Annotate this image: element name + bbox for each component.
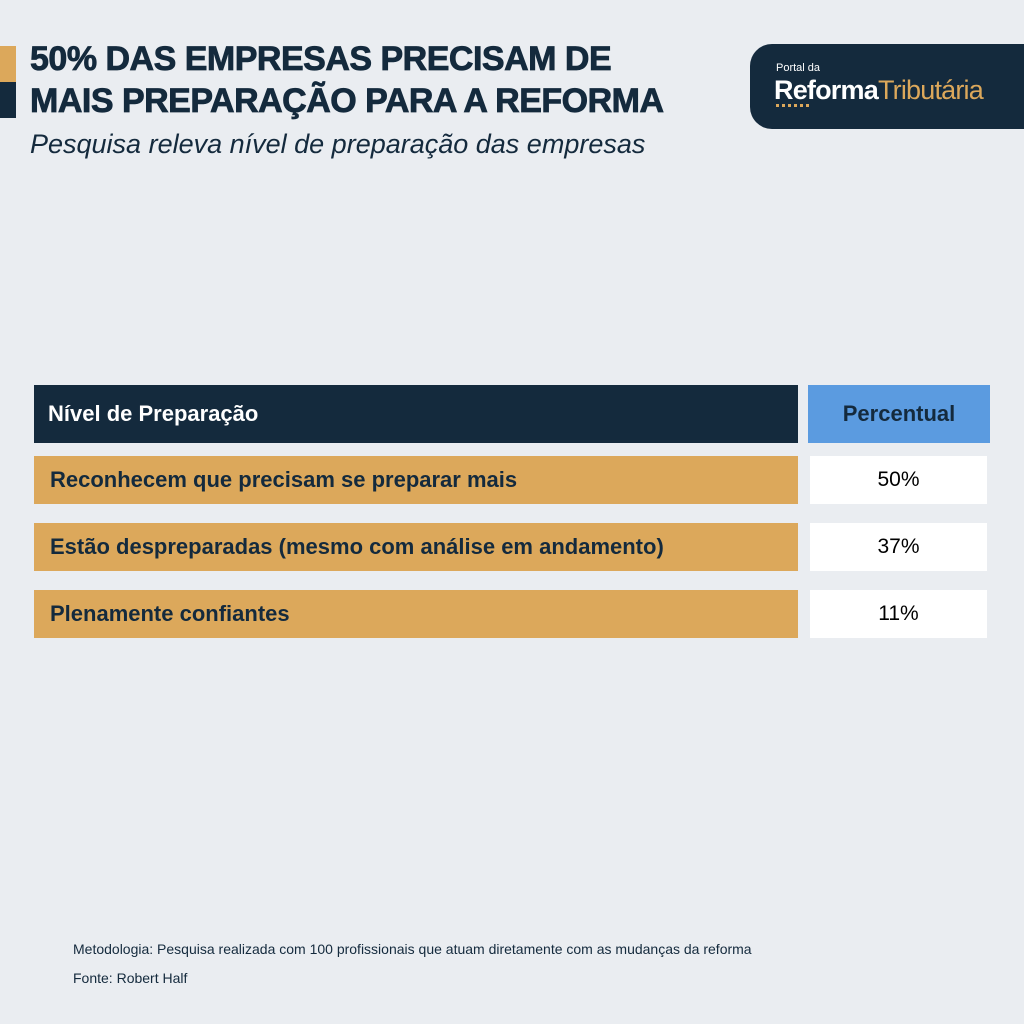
logo-wordmark: ReformaTributária [774, 74, 984, 106]
row-3-label-text: Plenamente confiantes [50, 601, 290, 626]
accent-bar-navy [0, 82, 16, 118]
title-line-2: MAIS PREPARAÇÃO PARA A REFORMA [30, 82, 665, 121]
page-title: 50% DAS EMPRESAS PRECISAM DE MAIS PREPAR… [30, 38, 730, 122]
table-row-1-value: 50% [810, 456, 987, 504]
row-1-value-text: 50% [877, 468, 920, 491]
row-1-label-text: Reconhecem que precisam se preparar mais [50, 467, 518, 492]
logo-word-tributaria: Tributária [877, 75, 984, 105]
footer-methodology: Metodologia: Pesquisa realizada com 100 … [73, 941, 752, 957]
table-row-2-value: 37% [810, 523, 987, 571]
page-subtitle: Pesquisa releva nível de preparação das … [30, 129, 646, 159]
table-row-3-label: Plenamente confiantes [34, 590, 798, 638]
table-header-label: Nível de Preparação [34, 385, 798, 443]
accent-bar-gold [0, 46, 16, 82]
logo-small-text: Portal da [776, 62, 821, 74]
column-header-percent: Percentual [842, 401, 956, 426]
table-row-2-label: Estão despreparadas (mesmo com análise e… [34, 523, 798, 571]
row-2-value-text: 37% [877, 535, 920, 558]
table-row-1-label: Reconhecem que precisam se preparar mais [34, 456, 798, 504]
title-line-1: 50% DAS EMPRESAS PRECISAM DE [30, 40, 612, 79]
footer-source: Fonte: Robert Half [73, 970, 188, 986]
row-3-value-text: 11% [878, 602, 919, 625]
table-row-3-value: 11% [810, 590, 987, 638]
table-header-percent: Percentual [808, 385, 990, 443]
logo-dots-underline [776, 104, 812, 107]
row-2-label-text: Estão despreparadas (mesmo com análise e… [50, 534, 664, 559]
logo-word-reforma: Reforma [774, 75, 879, 105]
brand-logo [750, 44, 1024, 129]
column-header-level: Nível de Preparação [48, 401, 259, 426]
